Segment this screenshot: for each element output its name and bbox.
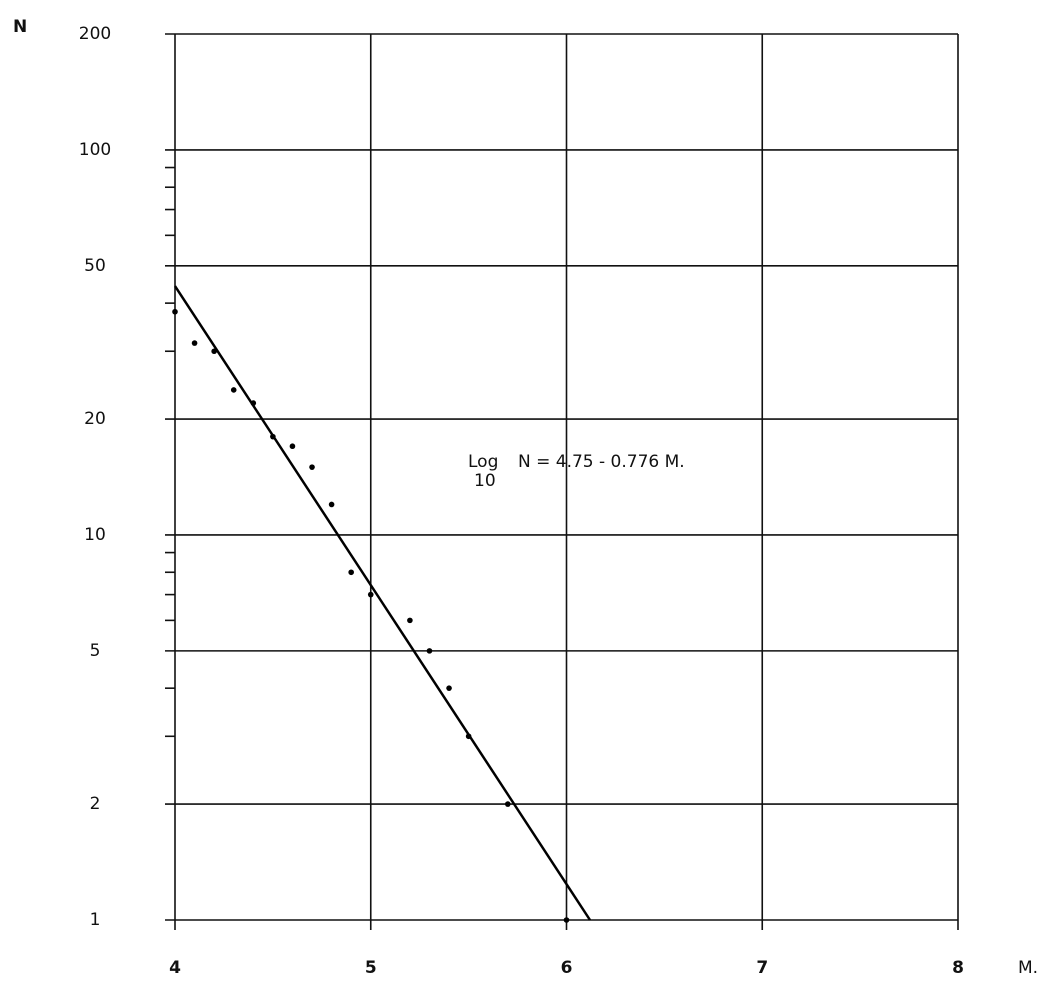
- data-point: [427, 648, 433, 654]
- y-tick-label: 1: [90, 910, 101, 930]
- data-point: [231, 387, 237, 393]
- data-point: [270, 434, 276, 440]
- data-point: [251, 400, 257, 406]
- y-tick-label: 200: [79, 24, 111, 44]
- y-tick-label: 2: [90, 794, 101, 814]
- data-point: [172, 309, 178, 315]
- data-point: [564, 917, 570, 923]
- data-point: [348, 569, 354, 575]
- y-tick-label: 20: [84, 409, 106, 429]
- data-point: [290, 443, 296, 449]
- x-tick-label: 7: [756, 958, 768, 978]
- chart: N M. Log 10 N = 4.75 - 0.776 M. 1 2 5 10 20 5…: [0, 0, 1051, 981]
- y-tick-label: 10: [84, 525, 106, 545]
- y-tick-label: 5: [90, 641, 101, 661]
- page: N M. Log 10 N = 4.75 - 0.776 M. 1 2 5 10 20 5…: [0, 0, 1051, 981]
- data-point: [505, 801, 511, 807]
- x-tick-label: 6: [561, 958, 573, 978]
- annotation-subscript: 10: [474, 471, 496, 491]
- data-point: [309, 464, 315, 470]
- y-axis-label: N: [13, 17, 27, 37]
- x-tick-label: 4: [169, 958, 181, 978]
- data-point: [407, 618, 413, 624]
- y-tick-label: 100: [79, 140, 111, 160]
- fit-line: [175, 286, 590, 920]
- y-tick-label: 50: [84, 256, 106, 276]
- data-point: [466, 733, 472, 739]
- data-point: [368, 592, 374, 598]
- x-tick-label: 5: [365, 958, 377, 978]
- data-point: [329, 502, 335, 508]
- annotation-prefix: Log: [468, 452, 498, 472]
- data-point: [446, 685, 452, 691]
- x-axis-label: M.: [1018, 958, 1038, 978]
- x-tick-label: 8: [952, 958, 964, 978]
- data-point: [192, 340, 198, 346]
- data-point: [211, 348, 217, 354]
- annotation-text: N = 4.75 - 0.776 M.: [518, 452, 685, 472]
